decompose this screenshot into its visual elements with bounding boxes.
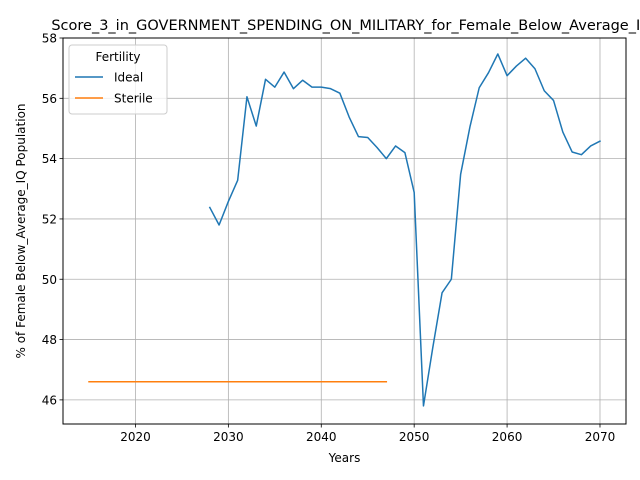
x-tick-label: 2030 [213,430,244,444]
legend: Fertility Ideal Sterile [68,44,168,115]
legend-items: Ideal Sterile [75,71,153,106]
legend-label-ideal: Ideal [114,71,143,85]
y-axis-label: % of Female Below_Average_IQ Population [14,103,28,358]
y-tick-label: 58 [42,32,57,46]
y-tick-label: 50 [42,273,57,287]
x-tick-label: 2070 [585,430,616,444]
plot-frame [62,37,627,425]
grid [63,37,626,424]
series-lines [88,53,602,407]
x-tick-label: 2060 [492,430,523,444]
y-tick-label: 52 [42,212,57,226]
x-tick-label: 2020 [120,430,151,444]
legend-label-sterile: Sterile [114,92,153,106]
series-line-ideal [208,53,602,407]
legend-box [68,44,168,115]
y-tick-label: 56 [42,92,57,106]
x-tick-label: 2040 [306,430,337,444]
chart-title: Score_3_in_GOVERNMENT_SPENDING_ON_MILITA… [51,18,640,34]
axis-ticks: 2020 2030 2040 2050 2060 2070 46 48 50 52 54 56 58 [42,32,616,445]
x-tick-label: 2050 [399,430,430,444]
y-tick-label: 46 [42,393,57,407]
y-tick-label: 54 [42,152,57,166]
legend-title: Fertility [95,50,140,64]
x-axis-label: Years [328,451,361,465]
y-tick-label: 48 [42,333,57,347]
